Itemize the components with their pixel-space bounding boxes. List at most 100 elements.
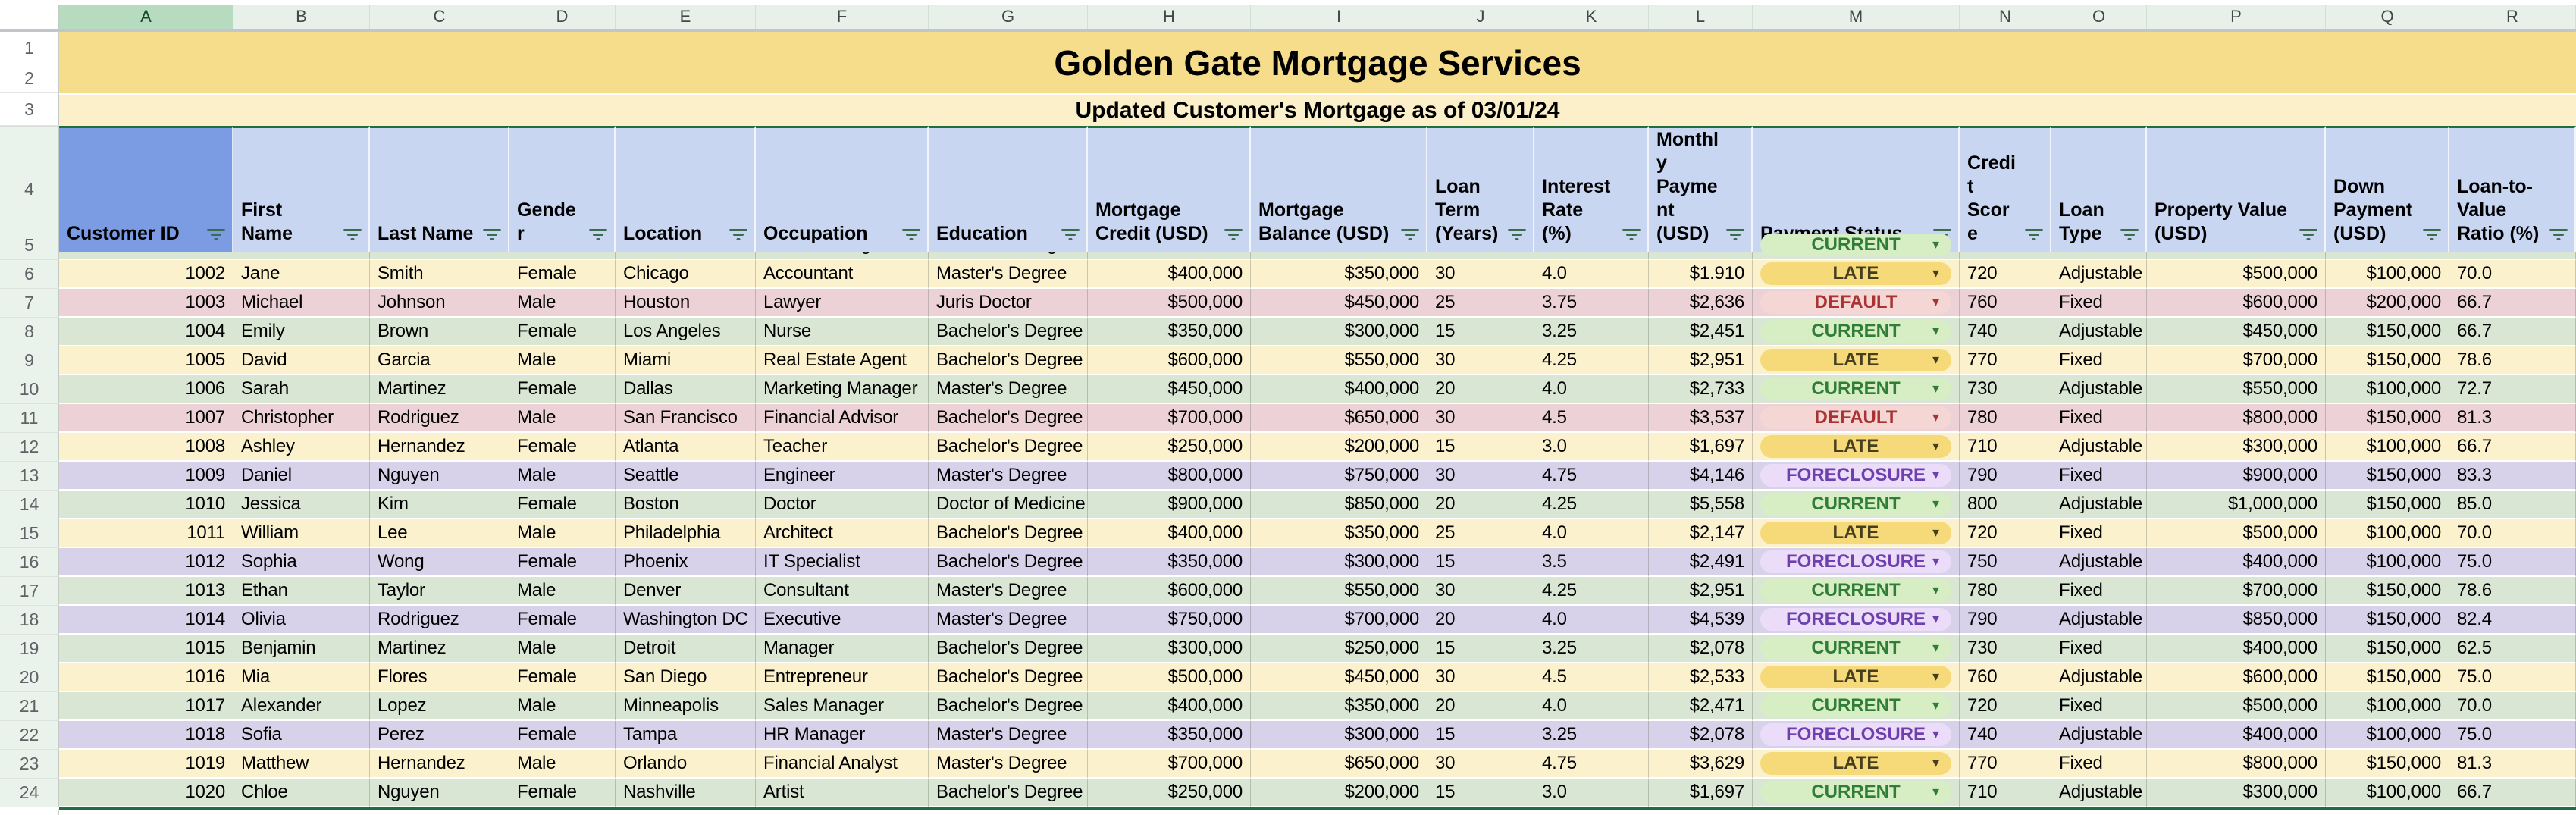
- cell-E9[interactable]: Miami: [616, 346, 756, 375]
- cell-F9[interactable]: Real Estate Agent: [756, 346, 929, 375]
- cell-H10[interactable]: $450,000: [1088, 375, 1251, 404]
- column-header-cell-N[interactable]: Credit Score: [1960, 126, 2051, 252]
- cell-D9[interactable]: Male: [509, 346, 616, 375]
- filter-icon[interactable]: [1224, 226, 1243, 243]
- cell-F19[interactable]: Manager: [756, 635, 929, 663]
- cell-Q12[interactable]: $100,000: [2326, 433, 2449, 462]
- cell-M16[interactable]: FORECLOSURE ▼: [1753, 548, 1960, 577]
- cell-A11[interactable]: 1007: [59, 404, 233, 433]
- cell-B7[interactable]: Michael: [233, 289, 370, 318]
- cell-A16[interactable]: 1012: [59, 548, 233, 577]
- row-header-21[interactable]: 21: [0, 692, 59, 721]
- cell-J19[interactable]: 15: [1427, 635, 1534, 663]
- cell-H23[interactable]: $700,000: [1088, 750, 1251, 779]
- cell-A6[interactable]: 1002: [59, 260, 233, 289]
- cell-A22[interactable]: 1018: [59, 721, 233, 750]
- cell-D15[interactable]: Male: [509, 519, 616, 548]
- cell-G20[interactable]: Bachelor's Degree: [929, 663, 1088, 692]
- cell-J11[interactable]: 30: [1427, 404, 1534, 433]
- cell-G12[interactable]: Bachelor's Degree: [929, 433, 1088, 462]
- cell-R19[interactable]: 62.5: [2449, 635, 2576, 663]
- cell-P6[interactable]: $500,000: [2147, 260, 2326, 289]
- cell-Q23[interactable]: $150,000: [2326, 750, 2449, 779]
- cell-L8[interactable]: $2,451: [1649, 318, 1753, 346]
- row-header-11[interactable]: 11: [0, 404, 59, 433]
- cell-O18[interactable]: Adjustable: [2051, 606, 2147, 635]
- cell-Q14[interactable]: $150,000: [2326, 491, 2449, 519]
- cell-J12[interactable]: 15: [1427, 433, 1534, 462]
- column-header-cell-K[interactable]: Interest Rate (%): [1534, 126, 1649, 252]
- cell-R6[interactable]: 70.0: [2449, 260, 2576, 289]
- row-header-1[interactable]: 1: [0, 32, 59, 64]
- payment-status-dropdown[interactable]: CURRENT ▼: [1760, 378, 1951, 400]
- cell-L18[interactable]: $4,539: [1649, 606, 1753, 635]
- payment-status-dropdown[interactable]: FORECLOSURE ▼: [1760, 608, 1951, 631]
- cell-D21[interactable]: Male: [509, 692, 616, 721]
- cell-L19[interactable]: $2,078: [1649, 635, 1753, 663]
- cell-R7[interactable]: 66.7: [2449, 289, 2576, 318]
- cell-A14[interactable]: 1010: [59, 491, 233, 519]
- cell-J13[interactable]: 30: [1427, 462, 1534, 491]
- cell-N7[interactable]: 760: [1960, 289, 2051, 318]
- cell-P22[interactable]: $400,000: [2147, 721, 2326, 750]
- cell-H12[interactable]: $250,000: [1088, 433, 1251, 462]
- cell-N12[interactable]: 710: [1960, 433, 2051, 462]
- cell-G15[interactable]: Bachelor's Degree: [929, 519, 1088, 548]
- cell-B10[interactable]: Sarah: [233, 375, 370, 404]
- cell-O7[interactable]: Fixed: [2051, 289, 2147, 318]
- cell-E17[interactable]: Denver: [616, 577, 756, 606]
- cell-R23[interactable]: 81.3: [2449, 750, 2576, 779]
- cell-C8[interactable]: Brown: [370, 318, 509, 346]
- filter-icon[interactable]: [1622, 226, 1641, 243]
- column-header-cell-Q[interactable]: Down Payment (USD): [2326, 126, 2449, 252]
- cell-K6[interactable]: 4.0: [1534, 260, 1649, 289]
- cell-I17[interactable]: $550,000: [1251, 577, 1427, 606]
- cell-N6[interactable]: 720: [1960, 260, 2051, 289]
- cell-F17[interactable]: Consultant: [756, 577, 929, 606]
- filter-icon[interactable]: [2299, 226, 2318, 243]
- cell-B12[interactable]: Ashley: [233, 433, 370, 462]
- cell-P10[interactable]: $550,000: [2147, 375, 2326, 404]
- cell-Q6[interactable]: $100,000: [2326, 260, 2449, 289]
- cell-C6[interactable]: Smith: [370, 260, 509, 289]
- cell-C22[interactable]: Perez: [370, 721, 509, 750]
- cell-R12[interactable]: 66.7: [2449, 433, 2576, 462]
- cell-I14[interactable]: $850,000: [1251, 491, 1427, 519]
- cell-M8[interactable]: CURRENT ▼: [1753, 318, 1960, 346]
- cell-G11[interactable]: Bachelor's Degree: [929, 404, 1088, 433]
- cell-M19[interactable]: CURRENT ▼: [1753, 635, 1960, 663]
- cell-M11[interactable]: DEFAULT ▼: [1753, 404, 1960, 433]
- cell-H22[interactable]: $350,000: [1088, 721, 1251, 750]
- column-header-cell-J[interactable]: Loan Term (Years): [1427, 126, 1534, 252]
- cell-A8[interactable]: 1004: [59, 318, 233, 346]
- cell-G22[interactable]: Master's Degree: [929, 721, 1088, 750]
- cell-J9[interactable]: 30: [1427, 346, 1534, 375]
- payment-status-dropdown[interactable]: CURRENT ▼: [1760, 781, 1951, 804]
- column-header-cell-B[interactable]: First Name: [233, 126, 370, 252]
- cell-H11[interactable]: $700,000: [1088, 404, 1251, 433]
- cell-Q20[interactable]: $150,000: [2326, 663, 2449, 692]
- cell-M12[interactable]: LATE ▼: [1753, 433, 1960, 462]
- cell-F16[interactable]: IT Specialist: [756, 548, 929, 577]
- filter-icon[interactable]: [2024, 226, 2044, 243]
- cell-H14[interactable]: $900,000: [1088, 491, 1251, 519]
- cell-N20[interactable]: 760: [1960, 663, 2051, 692]
- cell-L21[interactable]: $2,471: [1649, 692, 1753, 721]
- cell-L24[interactable]: $1,697: [1649, 779, 1753, 807]
- cell-A23[interactable]: 1019: [59, 750, 233, 779]
- cell-N8[interactable]: 740: [1960, 318, 2051, 346]
- cell-M7[interactable]: DEFAULT ▼: [1753, 289, 1960, 318]
- column-header-N[interactable]: N: [1960, 5, 2051, 29]
- cell-Q13[interactable]: $150,000: [2326, 462, 2449, 491]
- filter-icon[interactable]: [901, 226, 921, 243]
- cell-O6[interactable]: Adjustable: [2051, 260, 2147, 289]
- cell-K21[interactable]: 4.0: [1534, 692, 1649, 721]
- payment-status-dropdown[interactable]: CURRENT ▼: [1760, 637, 1951, 660]
- row-header-18[interactable]: 18: [0, 606, 59, 635]
- cell-F24[interactable]: Artist: [756, 779, 929, 807]
- column-header-cell-C[interactable]: Last Name: [370, 126, 509, 252]
- column-header-cell-L[interactable]: Monthly Payment (USD): [1649, 126, 1753, 252]
- cell-P20[interactable]: $600,000: [2147, 663, 2326, 692]
- cell-M15[interactable]: LATE ▼: [1753, 519, 1960, 548]
- cell-B20[interactable]: Mia: [233, 663, 370, 692]
